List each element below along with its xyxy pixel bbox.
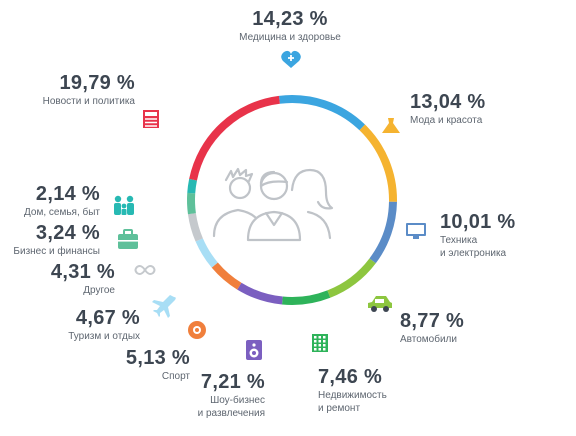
plane-icon <box>152 295 176 318</box>
slice-value-label: 7,46 % <box>318 366 383 388</box>
slice-label-8: 4,67 % Туризм и отдых <box>50 307 140 343</box>
slice-value-label: 13,04 % <box>410 91 486 113</box>
slice-category-name: Туризм и отдых <box>68 331 140 342</box>
slice-category-name: Техника <box>440 235 478 246</box>
slice-value-label: 2,14 % <box>35 183 100 205</box>
slice-label-10: 3,24 % Бизнес и финансы <box>10 222 100 258</box>
ring-slice-3 <box>369 201 397 264</box>
slice-category-name: Мода и красота <box>410 115 483 126</box>
slice-label-2: 13,04 % Мода и красота <box>410 91 550 127</box>
slice-value-label: 3,24 % <box>35 222 100 244</box>
slice-category-name: Дом, семья, быт <box>24 207 100 218</box>
slice-label-1: 14,23 % Медицина и здоровье <box>205 8 375 44</box>
slice-category-name: Другое <box>83 285 115 296</box>
slice-category-name-line2: и развлечения <box>197 408 265 419</box>
slice-label-6: 7,21 % Шоу-бизнес и развлечения <box>160 371 265 420</box>
slice-value-label: 4,67 % <box>75 307 140 329</box>
monitor-icon <box>406 223 426 239</box>
slice-label-9: 4,31 % Другое <box>10 261 115 297</box>
slice-value-label: 4,31 % <box>50 261 115 283</box>
slice-label-3: 10,01 % Техника и электроника <box>440 211 570 260</box>
slice-label-5: 7,46 % Недвижимость и ремонт <box>318 366 448 415</box>
ring-slice-7 <box>211 262 242 290</box>
ring-slice-9 <box>187 213 203 242</box>
slice-value-label: 19,79 % <box>59 72 135 94</box>
infinity-icon <box>134 265 156 275</box>
heart-plus-icon <box>281 50 301 68</box>
slice-label-11: 2,14 % Дом, семья, быт <box>10 183 100 219</box>
car-icon <box>368 296 392 312</box>
slice-category-name: Шоу-бизнес <box>210 395 265 406</box>
ball-icon <box>188 321 206 339</box>
ring-slice-10 <box>187 192 196 215</box>
slice-label-12: 19,79 % Новости и политика <box>10 72 135 108</box>
people-group-icon <box>212 167 334 242</box>
briefcase-icon <box>118 229 138 249</box>
slice-value-label: 10,01 % <box>440 211 516 233</box>
slice-category-name-line2: и электроника <box>440 248 507 259</box>
slice-category-name: Спорт <box>161 371 190 382</box>
slice-value-label: 5,13 % <box>125 347 190 369</box>
family-icon <box>114 195 134 215</box>
ring-slice-5 <box>281 290 331 305</box>
dress-icon <box>382 118 400 133</box>
slice-category-name: Автомобили <box>400 334 457 345</box>
slice-value-label: 8,77 % <box>400 310 465 332</box>
ring-slice-8 <box>195 238 218 268</box>
slice-category-name: Недвижимость <box>318 390 387 401</box>
ring-slice-12 <box>189 95 280 181</box>
slice-label-7: 5,13 % Спорт <box>90 347 190 383</box>
ring-slice-11 <box>187 178 197 194</box>
ring-slice-4 <box>327 258 376 298</box>
slice-category-name: Бизнес и финансы <box>13 246 100 257</box>
slice-label-4: 8,77 % Автомобили <box>400 310 520 346</box>
building-icon <box>312 334 328 352</box>
speaker-icon <box>246 340 262 360</box>
ring-slice-2 <box>359 124 397 202</box>
newspaper-icon <box>143 110 159 128</box>
slice-value-label: 14,23 % <box>252 8 328 30</box>
ring-slice-1 <box>278 95 366 131</box>
slice-category-name: Медицина и здоровье <box>239 32 341 43</box>
slice-category-name: Новости и политика <box>42 96 135 107</box>
slice-value-label: 7,21 % <box>200 371 265 393</box>
ring-slice-6 <box>237 282 283 305</box>
slice-category-name-line2: и ремонт <box>318 403 361 414</box>
